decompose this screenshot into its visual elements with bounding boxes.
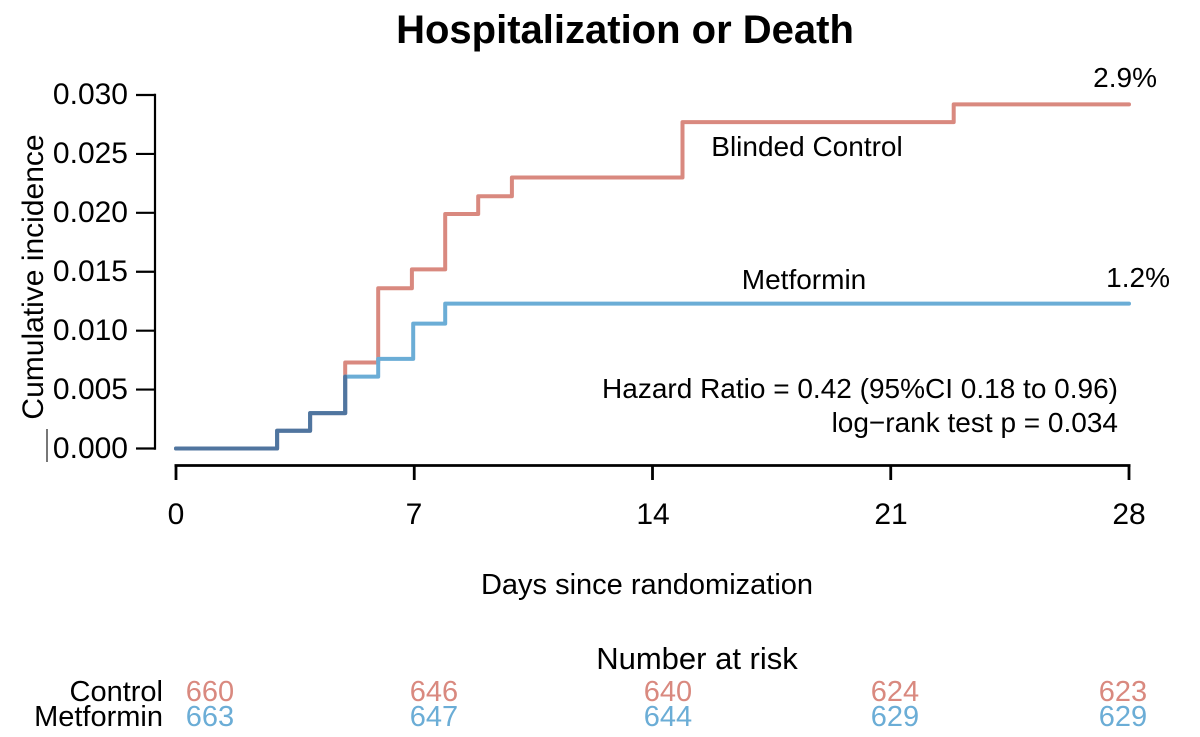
control-curve-label: Blinded Control [711, 131, 903, 162]
risk-count: 629 [870, 701, 920, 733]
metformin-final-percentage: 1.2% [1106, 262, 1170, 293]
risk-count: 646 [409, 676, 459, 708]
y-tick-label: 0.005 [52, 373, 128, 406]
hazard-ratio-annotation: Hazard Ratio = 0.42 (95%CI 0.18 to 0.96) [602, 373, 1118, 404]
x-tick-label: 7 [405, 498, 423, 531]
risk-count: 640 [643, 676, 693, 708]
risk-count: 623 [1098, 676, 1148, 708]
y-tick-label: 0.000 [52, 432, 128, 465]
y-tick-label: 0.025 [52, 137, 128, 170]
logrank-p-annotation: log−rank test p = 0.034 [831, 407, 1118, 438]
y-tick-label: 0.030 [52, 78, 128, 111]
y-axis-title: Cumulative incidence [17, 134, 50, 420]
control-final-percentage: 2.9% [1093, 62, 1157, 93]
risk-count: 647 [409, 701, 459, 733]
stray-axis-artifact [46, 429, 48, 462]
axes [136, 93, 1131, 480]
y-tick-label: 0.015 [52, 255, 128, 288]
risk-row-label: Metformin [34, 701, 163, 733]
risk-count: 629 [1098, 701, 1148, 733]
x-tick-label: 0 [167, 498, 185, 531]
risk-count: 663 [185, 701, 235, 733]
risk-count: 644 [643, 701, 693, 733]
x-tick-label: 28 [1112, 498, 1146, 531]
y-tick-label: 0.010 [52, 314, 128, 347]
metformin-curve-label: Metformin [741, 264, 867, 295]
y-tick-label: 0.020 [52, 196, 128, 229]
risk-count: 660 [185, 676, 235, 708]
risk-row-label: Control [69, 676, 164, 708]
x-tick-label: 14 [636, 498, 670, 531]
risk-table-header: Number at risk [596, 641, 798, 676]
risk-count: 624 [870, 676, 920, 708]
overlapping-curves-segment [174, 374, 348, 451]
x-tick-label: 21 [874, 498, 908, 531]
x-axis-title: Days since randomization [480, 569, 814, 601]
chart-title: Hospitalization or Death [396, 8, 854, 52]
